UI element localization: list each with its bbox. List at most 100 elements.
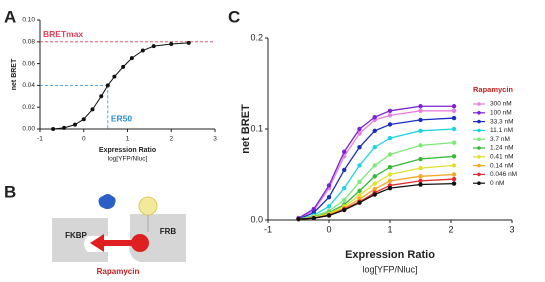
- data-point: [418, 108, 423, 114]
- panel-label: A: [4, 7, 16, 26]
- data-point: [372, 128, 377, 134]
- data-point: [387, 178, 393, 184]
- data-point: [357, 179, 362, 184]
- data-point: [326, 213, 332, 218]
- data-point: [357, 200, 362, 205]
- data-point: [342, 207, 347, 213]
- drug-circle: [131, 234, 149, 252]
- data-point: [51, 127, 56, 131]
- panel-label: C: [228, 7, 240, 26]
- data-point: [451, 176, 457, 182]
- panel-label: B: [4, 182, 16, 201]
- x-axis-subtitle: log[YFP/Nluc]: [362, 264, 417, 274]
- legend-label: 3.7 nM: [490, 136, 510, 143]
- y-tick-label: 0.2: [250, 32, 263, 42]
- legend-marker: [477, 111, 481, 115]
- data-point: [112, 74, 117, 79]
- y-tick-label: 0.06: [22, 60, 35, 67]
- annotation: BRETmax: [43, 29, 83, 39]
- data-point: [451, 104, 457, 109]
- data-point: [387, 122, 393, 127]
- data-point: [169, 41, 174, 46]
- legend-marker: [477, 163, 481, 168]
- data-point: [387, 113, 393, 118]
- y-axis-title: net BRET: [11, 58, 18, 90]
- data-point: [326, 183, 332, 188]
- x-tick-label: 0: [82, 136, 86, 143]
- data-point: [451, 181, 457, 186]
- x-axis-subtitle: log[YFP/Nluc]: [108, 156, 148, 163]
- legend-marker: [477, 137, 481, 141]
- data-point: [451, 163, 457, 168]
- data-point: [451, 108, 457, 114]
- legend-label: 0.14 nM: [490, 162, 514, 169]
- x-tick-label: 2: [448, 224, 453, 234]
- legend-label: 100 nM: [490, 110, 512, 117]
- drug-arrow: [90, 234, 104, 252]
- data-point: [387, 185, 393, 191]
- x-tick-label: -1: [264, 224, 272, 234]
- x-tick-label: 3: [509, 224, 514, 234]
- y-tick-label: 0.10: [22, 17, 35, 24]
- x-tick-label: 0: [326, 224, 331, 234]
- data-point: [296, 216, 301, 222]
- data-point: [451, 172, 457, 177]
- data-point: [357, 188, 362, 194]
- diagram-label: FKBP: [65, 231, 87, 240]
- diagram-label: Rapamycin: [97, 267, 140, 276]
- legend-label: 33.3 nM: [490, 118, 514, 125]
- data-point: [105, 83, 110, 88]
- data-point: [342, 185, 347, 191]
- drug-bar: [102, 240, 132, 246]
- data-point: [140, 48, 145, 53]
- legend-marker: [477, 128, 481, 133]
- legend-label: 0.41 nM: [490, 154, 514, 161]
- y-tick-label: 0.08: [22, 39, 35, 46]
- legend-marker: [477, 172, 481, 177]
- fit-line: [298, 117, 455, 220]
- data-point: [357, 163, 362, 168]
- y-tick-label: 0.00: [22, 126, 35, 133]
- legend-label: 11.1 nM: [490, 127, 513, 134]
- legend-marker: [477, 155, 481, 159]
- y-tick-label: 0.0: [250, 214, 263, 224]
- data-point: [372, 114, 377, 120]
- data-point: [418, 178, 423, 184]
- data-point: [372, 163, 377, 168]
- y-tick-label: 0.04: [22, 82, 35, 89]
- legend-label: 0 nM: [490, 180, 504, 187]
- data-point: [451, 154, 457, 159]
- legend-marker: [477, 181, 481, 185]
- legend-title: Rapamycin: [473, 85, 513, 94]
- y-tick-label: 0.1: [250, 123, 263, 133]
- data-point: [372, 145, 377, 150]
- x-tick-label: 2: [169, 136, 173, 143]
- data-point: [342, 197, 347, 203]
- data-point: [418, 104, 423, 109]
- data-point: [387, 172, 393, 177]
- data-point: [357, 193, 362, 198]
- x-axis-title: Expression Ratio: [99, 147, 156, 154]
- x-tick-label: 1: [126, 136, 130, 143]
- data-point: [387, 135, 393, 141]
- x-tick-label: 3: [213, 136, 217, 143]
- data-point: [387, 165, 393, 170]
- legend-marker: [477, 102, 481, 106]
- data-point: [418, 156, 423, 162]
- legend-label: 300 nM: [490, 101, 512, 108]
- diagram: FKBP FRB Rapamycin: [52, 194, 186, 276]
- x-tick-label: 1: [387, 224, 392, 234]
- data-point: [62, 125, 67, 130]
- data-point: [418, 174, 423, 179]
- data-point: [73, 122, 77, 127]
- data-point: [357, 131, 362, 136]
- data-point: [418, 165, 423, 171]
- data-point: [451, 115, 457, 121]
- fit-line: [298, 105, 455, 219]
- data-point: [418, 182, 423, 187]
- diagram-label: FRB: [160, 227, 177, 236]
- data-point: [372, 181, 377, 186]
- data-point: [357, 145, 362, 150]
- fit-line: [298, 128, 455, 220]
